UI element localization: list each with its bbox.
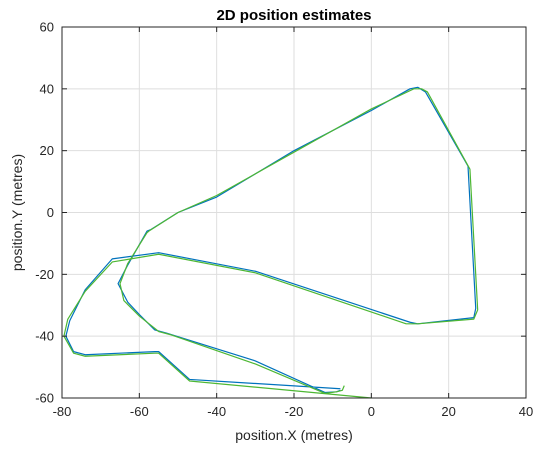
x-tick-label: 0: [368, 404, 375, 419]
chart-title: 2D position estimates: [216, 7, 371, 24]
x-tick-label: -40: [207, 404, 226, 419]
y-tick-label: 0: [47, 205, 54, 220]
y-axis-label: position.Y (metres): [9, 154, 25, 271]
y-tick-label: -60: [35, 391, 54, 406]
x-tick-label: -20: [285, 404, 304, 419]
y-tick-label: 20: [40, 143, 54, 158]
x-tick-label: -60: [130, 404, 149, 419]
series-line-1: [65, 86, 477, 394]
x-tick-label: 20: [441, 404, 455, 419]
y-tick-label: -40: [35, 329, 54, 344]
y-tick-label: 60: [40, 20, 54, 35]
y-tick-label: -20: [35, 267, 54, 282]
x-tick-label: 40: [519, 404, 533, 419]
x-tick-label: -80: [53, 404, 72, 419]
y-tick-label: 40: [40, 81, 54, 96]
x-axis-label: position.X (metres): [235, 427, 352, 443]
